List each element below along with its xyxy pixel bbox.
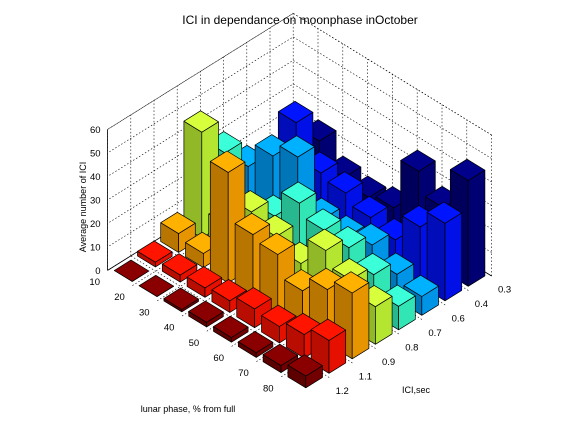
bar-10-1.2 [113,259,150,282]
y-tick-label: 0.9 [382,357,395,368]
y-tick-label: 0.8 [405,342,418,353]
y-tick-label: 0.7 [428,328,441,339]
x-tick-label: 70 [238,368,249,379]
z-tick-label: 60 [90,125,101,136]
y-tick-label: 1.2 [336,386,349,397]
y-axis-label: ICI,sec [402,385,431,395]
bar-face-top [211,279,247,302]
bars-group [113,100,486,389]
z-grid-line [107,60,492,183]
bar-face-top [281,181,317,204]
x-tick-label: 30 [139,307,150,318]
z-tick-label: 20 [90,219,101,230]
bar-40-1.2 [188,300,224,328]
bar-80-0.4 [426,201,463,302]
bar-face-top [259,232,295,255]
tick-labels: 80 70 60 50 40 30 20 10 1.2 1.1 0.9 0.8 0.7 0.6 0.4 0.3… [89,125,511,397]
bar-face-top [262,343,299,366]
y-tick-label: 1.1 [359,371,372,382]
z-grid-line [107,36,492,159]
bar-face-top [138,274,175,297]
axis-frame-line [107,13,294,130]
x-tick-label: 50 [189,338,200,349]
bar-face-right [351,282,370,360]
bar-20-1.2 [138,274,175,297]
bar-face-top [305,208,342,231]
x-tick-label: 60 [213,353,224,364]
bar-face-left [209,161,229,284]
bar-30-1.1 [186,266,223,298]
bar-face-top [234,212,271,235]
bar-80-0.9 [333,271,370,360]
bar-face-top [261,304,297,327]
bar-face-top [279,135,315,158]
bar-face-right [444,212,463,302]
bar-face-top [352,195,388,218]
x-tick-label: 40 [164,323,175,334]
bar-face-top [449,158,486,181]
bar-face-top [310,318,347,341]
x-tick-label: 80 [263,383,274,394]
z-tick-label: 0 [95,266,100,277]
bar-60-1.2 [237,331,274,358]
z-grid-line [107,13,492,136]
bar-face-top [236,287,272,310]
z-axis-label: Average number of ICI [78,162,88,252]
y-tick-label: 0.6 [452,313,465,324]
bar-face-top [237,331,274,354]
bar-face-top [161,253,198,276]
bar-10-0.9 [160,211,196,253]
bar-10-1.1 [137,240,173,268]
bar-face-top [403,274,439,297]
y-tick-label: 0.4 [475,299,488,310]
bar-face-top [137,240,173,263]
z-tick-label: 40 [90,172,101,183]
y-tick-label: 0.3 [498,284,511,295]
bar-face-top [333,271,370,294]
bar-face-top [188,300,224,323]
bar-80-1.2 [287,354,323,389]
z-tick-label: 50 [90,148,101,159]
bar-face-top [307,228,343,251]
x-axis-label: lunar phase, % from full [141,404,236,414]
x-tick-label: 10 [89,277,100,288]
bar-20-1.1 [161,253,198,283]
bar-face-top [163,287,199,310]
bar-face-top [426,201,463,224]
z-tick-label: 10 [90,242,101,253]
bar-50-1.2 [213,315,249,343]
bar-face-top [183,110,219,133]
z-tick-label: 30 [90,195,101,206]
bar-face-top [400,149,436,172]
x-tick-label: 20 [114,292,125,303]
bar-face-top [287,354,323,377]
bar-face-top [213,315,249,338]
bar-face-top [186,266,223,289]
bar-30-1.2 [163,287,199,313]
bar-face-top [113,259,150,282]
bar-face-top [277,100,314,124]
bar-face-top [160,211,196,234]
bar-face-top [332,258,368,281]
bar-face-top [209,150,246,173]
bar-50-1.1 [236,287,272,329]
bar-face-right [467,169,486,287]
bar-face-top [327,171,363,194]
chart-title: ICI in dependance on moonphase inOctober [182,13,418,27]
